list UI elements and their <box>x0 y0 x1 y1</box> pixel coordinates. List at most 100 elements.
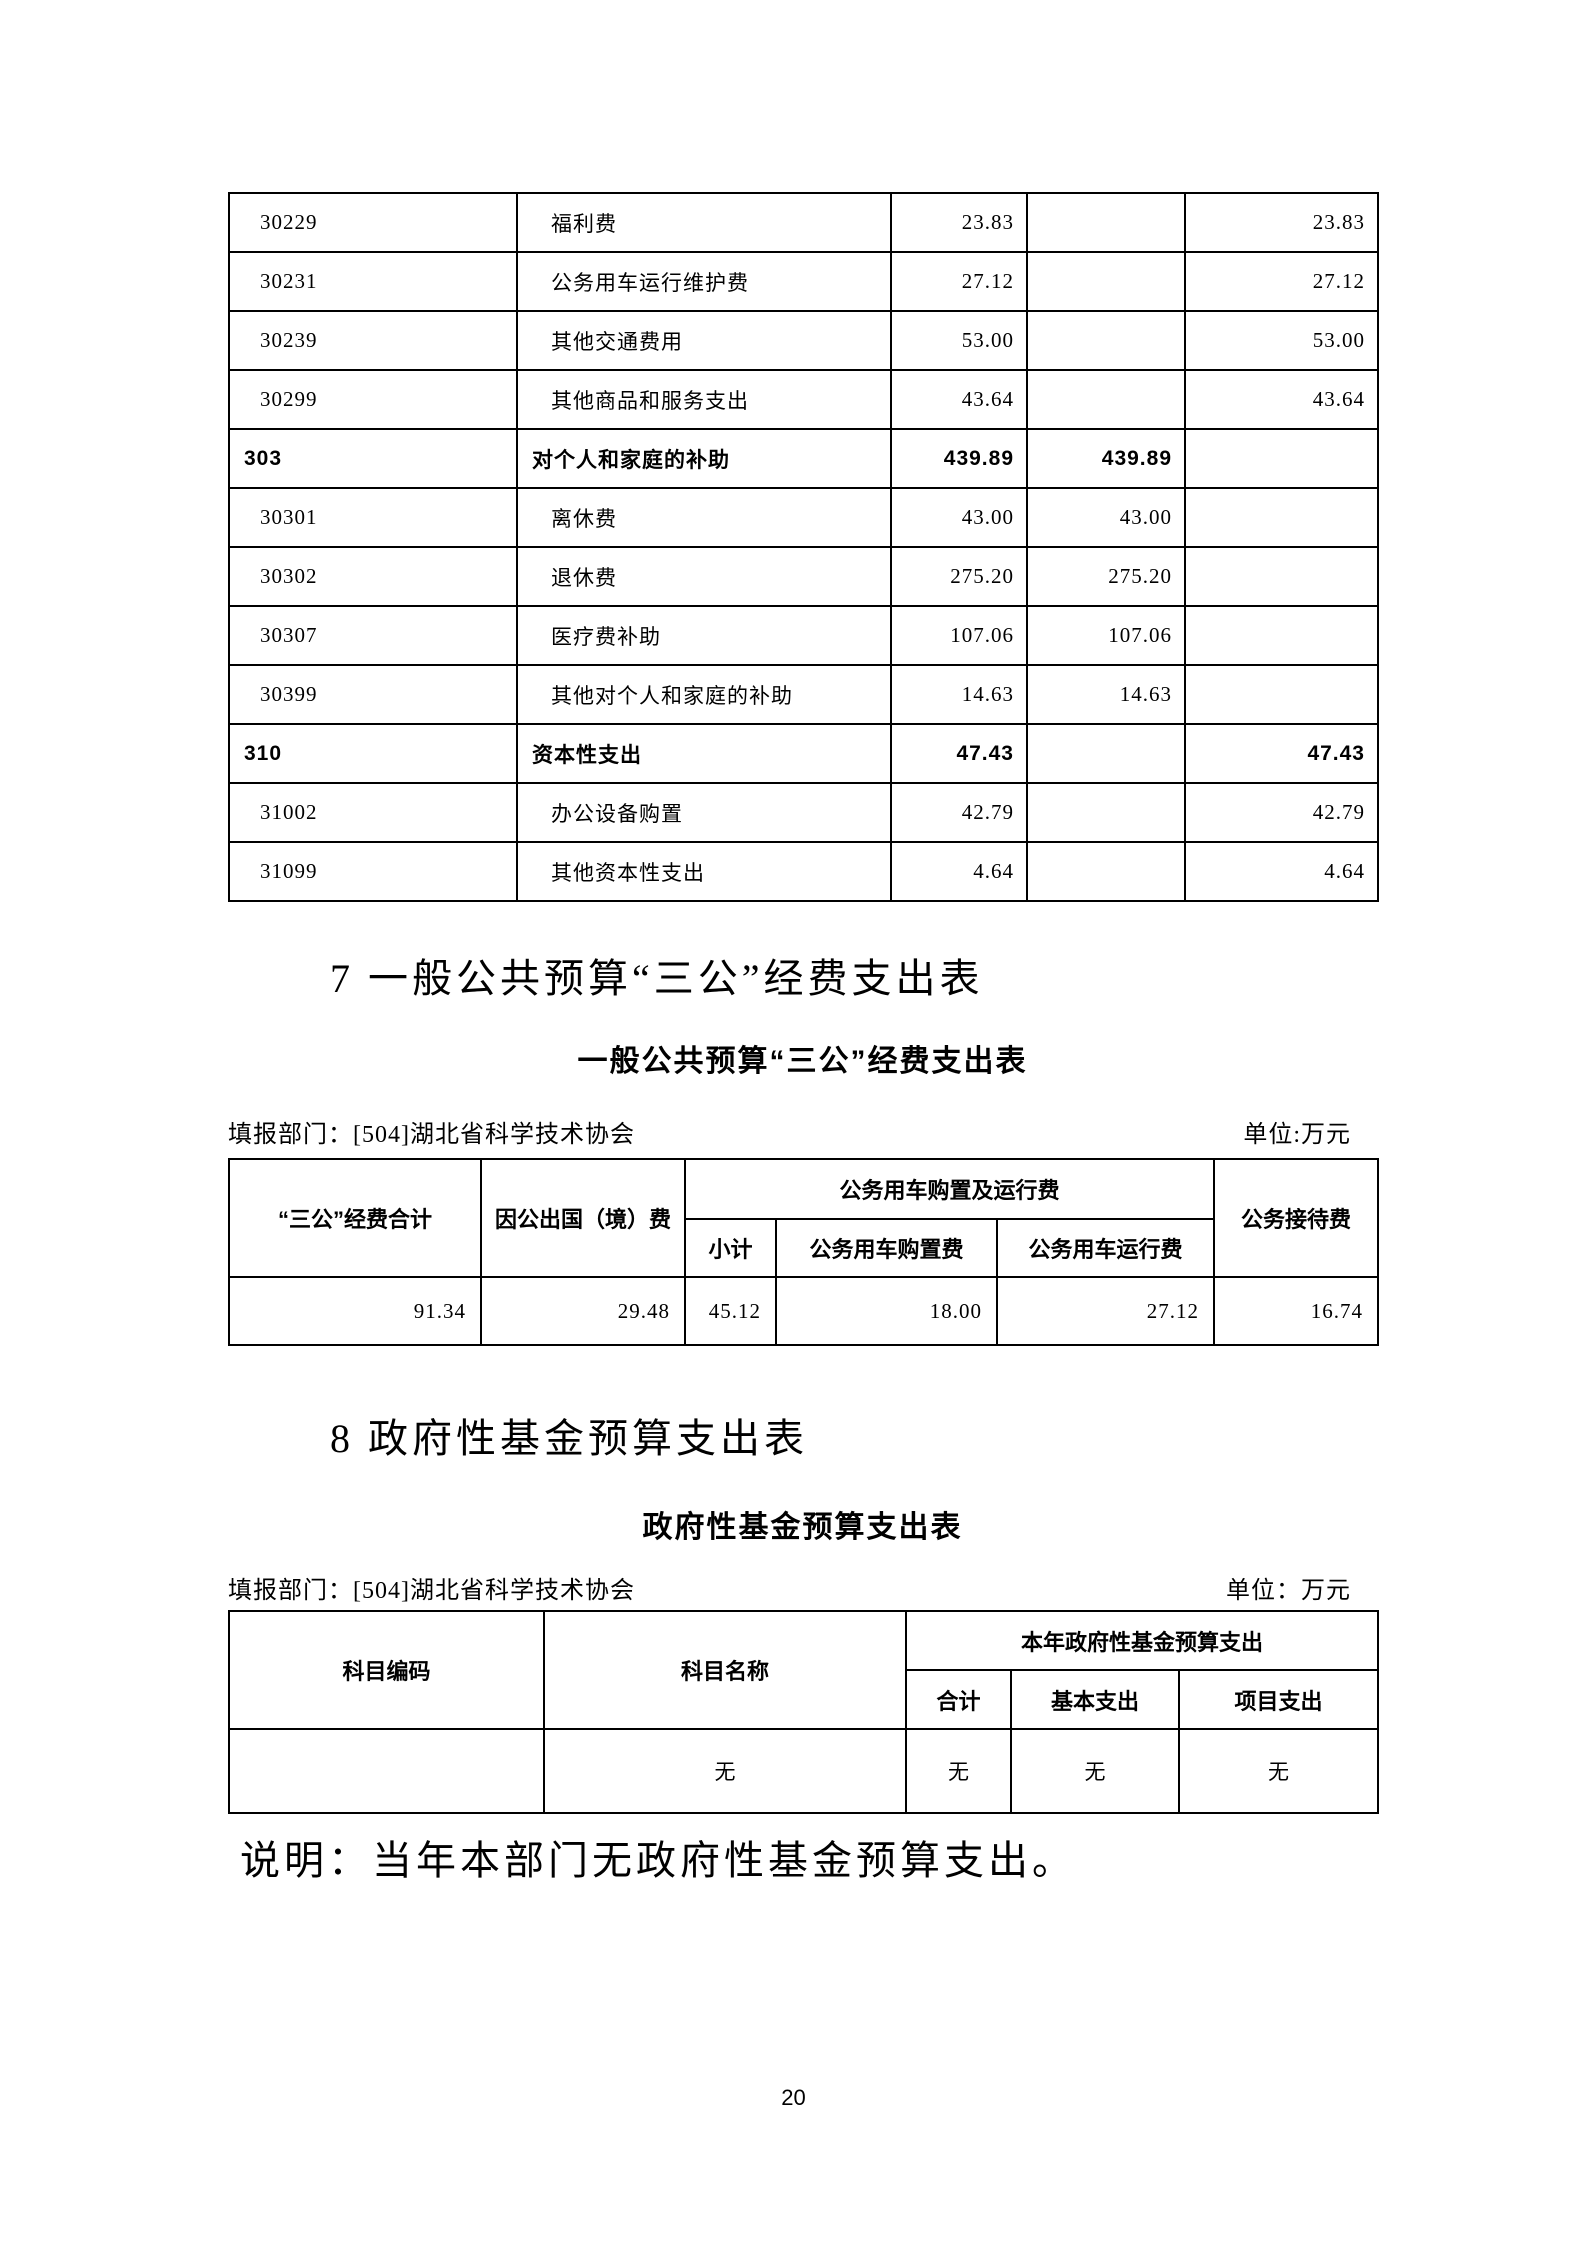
total-value-cell: 275.20 <box>890 546 1028 607</box>
col-header-subject-code: 科目编码 <box>228 1610 545 1730</box>
subject-name-cell: 其他交通费用 <box>516 310 892 371</box>
col-header-abroad: 因公出国（境）费 <box>480 1158 686 1278</box>
subject-name-cell: 其他对个人和家庭的补助 <box>516 664 892 725</box>
subtotal-value: 45.12 <box>684 1276 777 1346</box>
col-header-basic: 基本支出 <box>1010 1669 1180 1730</box>
basic-value-cell: 43.00 <box>1026 487 1186 548</box>
page-number: 20 <box>781 2085 806 2110</box>
subject-code-cell: 30399 <box>228 664 518 725</box>
table-8-meta-row: 填报部门：[504]湖北省科学技术协会 单位：万元 <box>228 1570 1377 1605</box>
subject-name-cell: 对个人和家庭的补助 <box>516 428 892 489</box>
table-row: 30301 离休费 43.00 43.00 <box>228 487 1379 548</box>
subject-name-cell: 其他商品和服务支出 <box>516 369 892 430</box>
total-value-cell: 4.64 <box>890 841 1028 902</box>
total-value-cell: 27.12 <box>890 251 1028 312</box>
subject-name-cell: 离休费 <box>516 487 892 548</box>
col-header-vehicle-operation: 公务用车运行费 <box>996 1218 1215 1278</box>
total-value-cell: 14.63 <box>890 664 1028 725</box>
subject-code-cell <box>228 1728 545 1814</box>
table-row: 30229 福利费 23.83 23.83 <box>228 192 1379 253</box>
subject-code-cell: 30307 <box>228 605 518 666</box>
col-header-sangong-total: “三公”经费合计 <box>228 1158 482 1278</box>
basic-value-cell <box>1026 841 1186 902</box>
project-value-cell <box>1184 605 1379 666</box>
basic-value-cell: 275.20 <box>1026 546 1186 607</box>
table-row: 30307 医疗费补助 107.06 107.06 <box>228 605 1379 666</box>
section-8-heading: 8 政府性基金预算支出表 <box>330 1416 808 1461</box>
total-value-cell: 42.79 <box>890 782 1028 843</box>
total-value-cell: 107.06 <box>890 605 1028 666</box>
subject-code-cell: 30239 <box>228 310 518 371</box>
subject-name-cell: 医疗费补助 <box>516 605 892 666</box>
table-row: 30399 其他对个人和家庭的补助 14.63 14.63 <box>228 664 1379 725</box>
table-row: 30231 公务用车运行维护费 27.12 27.12 <box>228 251 1379 312</box>
sangong-total-value: 91.34 <box>228 1276 482 1346</box>
explanatory-note: 说明：当年本部门无政府性基金预算支出。 <box>240 1838 1076 1883</box>
project-value-cell: 4.64 <box>1184 841 1379 902</box>
project-value-cell: 23.83 <box>1184 192 1379 253</box>
subject-code-cell: 30299 <box>228 369 518 430</box>
table-row-category: 310 资本性支出 47.43 47.43 <box>228 723 1379 784</box>
total-value-cell: 47.43 <box>890 723 1028 784</box>
reception-value: 16.74 <box>1213 1276 1379 1346</box>
table-7-title: 一般公共预算“三公”经费支出表 <box>577 1045 1028 1078</box>
subject-name-cell: 无 <box>543 1728 907 1814</box>
basic-value-cell: 439.89 <box>1026 428 1186 489</box>
vehicle-operation-value: 27.12 <box>996 1276 1215 1346</box>
basic-value-cell <box>1026 310 1186 371</box>
basic-value-cell: 无 <box>1010 1728 1180 1814</box>
values-row: 无 无 无 无 <box>228 1728 1380 1814</box>
col-header-vehicle-group: 公务用车购置及运行费 <box>684 1158 1215 1220</box>
table-row-category: 303 对个人和家庭的补助 439.89 439.89 <box>228 428 1379 489</box>
header-row-1: 科目编码 科目名称 本年政府性基金预算支出 <box>228 1610 1380 1730</box>
subject-code-cell: 30302 <box>228 546 518 607</box>
subject-code-cell: 31002 <box>228 782 518 843</box>
basic-value-cell <box>1026 782 1186 843</box>
subject-code-cell: 30301 <box>228 487 518 548</box>
total-value-cell: 43.64 <box>890 369 1028 430</box>
total-value-cell: 53.00 <box>890 310 1028 371</box>
col-header-reception: 公务接待费 <box>1213 1158 1379 1278</box>
basic-value-cell: 14.63 <box>1026 664 1186 725</box>
unit-label: 单位:万元 <box>1243 1122 1351 1148</box>
basic-value-cell: 107.06 <box>1026 605 1186 666</box>
table-row: 30299 其他商品和服务支出 43.64 43.64 <box>228 369 1379 430</box>
header-row-2: 小计 公务用车购置费 公务用车运行费 <box>229 1218 1378 1278</box>
total-value-cell: 439.89 <box>890 428 1028 489</box>
project-value-cell: 42.79 <box>1184 782 1379 843</box>
header-row-1: “三公”经费合计 因公出国（境）费 公务用车购置及运行费 公务接待费 <box>228 1158 1379 1278</box>
table-row: 31002 办公设备购置 42.79 42.79 <box>228 782 1379 843</box>
expenditure-detail-table: 30229 福利费 23.83 23.83 30231 公务用车运行维护费 27… <box>228 192 1379 902</box>
project-value-cell: 53.00 <box>1184 310 1379 371</box>
subject-name-cell: 其他资本性支出 <box>516 841 892 902</box>
section-7-heading: 7 一般公共预算“三公”经费支出表 <box>330 956 984 1001</box>
reporting-department-label: 填报部门：[504]湖北省科学技术协会 <box>228 1578 635 1604</box>
table-7-meta-row: 填报部门：[504]湖北省科学技术协会 单位:万元 <box>228 1114 1377 1149</box>
subject-code-cell: 31099 <box>228 841 518 902</box>
project-value-cell <box>1184 428 1379 489</box>
basic-value-cell <box>1026 723 1186 784</box>
total-value-cell: 无 <box>905 1728 1012 1814</box>
table-8-title: 政府性基金预算支出表 <box>642 1511 963 1544</box>
col-header-project: 项目支出 <box>1177 1669 1380 1730</box>
subject-name-cell: 资本性支出 <box>516 723 892 784</box>
subject-code-cell: 310 <box>228 723 518 784</box>
project-value-cell: 无 <box>1177 1728 1380 1814</box>
table-row: 31099 其他资本性支出 4.64 4.64 <box>228 841 1379 902</box>
col-header-total: 合计 <box>905 1669 1012 1730</box>
government-fund-table: 科目编码 科目名称 本年政府性基金预算支出 合计 基本支出 项目支出 无 无 无… <box>228 1610 1380 1814</box>
total-value-cell: 43.00 <box>890 487 1028 548</box>
table-row: 30239 其他交通费用 53.00 53.00 <box>228 310 1379 371</box>
col-header-subject-name: 科目名称 <box>543 1610 907 1730</box>
subject-name-cell: 福利费 <box>516 192 892 253</box>
header-row-2: 合计 基本支出 项目支出 <box>229 1669 1380 1730</box>
subject-name-cell: 办公设备购置 <box>516 782 892 843</box>
vehicle-purchase-value: 18.00 <box>775 1276 998 1346</box>
col-header-vehicle-purchase: 公务用车购置费 <box>775 1218 998 1278</box>
reporting-department-label: 填报部门：[504]湖北省科学技术协会 <box>228 1122 635 1148</box>
subject-code-cell: 30229 <box>228 192 518 253</box>
subject-code-cell: 303 <box>228 428 518 489</box>
subject-code-cell: 30231 <box>228 251 518 312</box>
project-value-cell <box>1184 487 1379 548</box>
